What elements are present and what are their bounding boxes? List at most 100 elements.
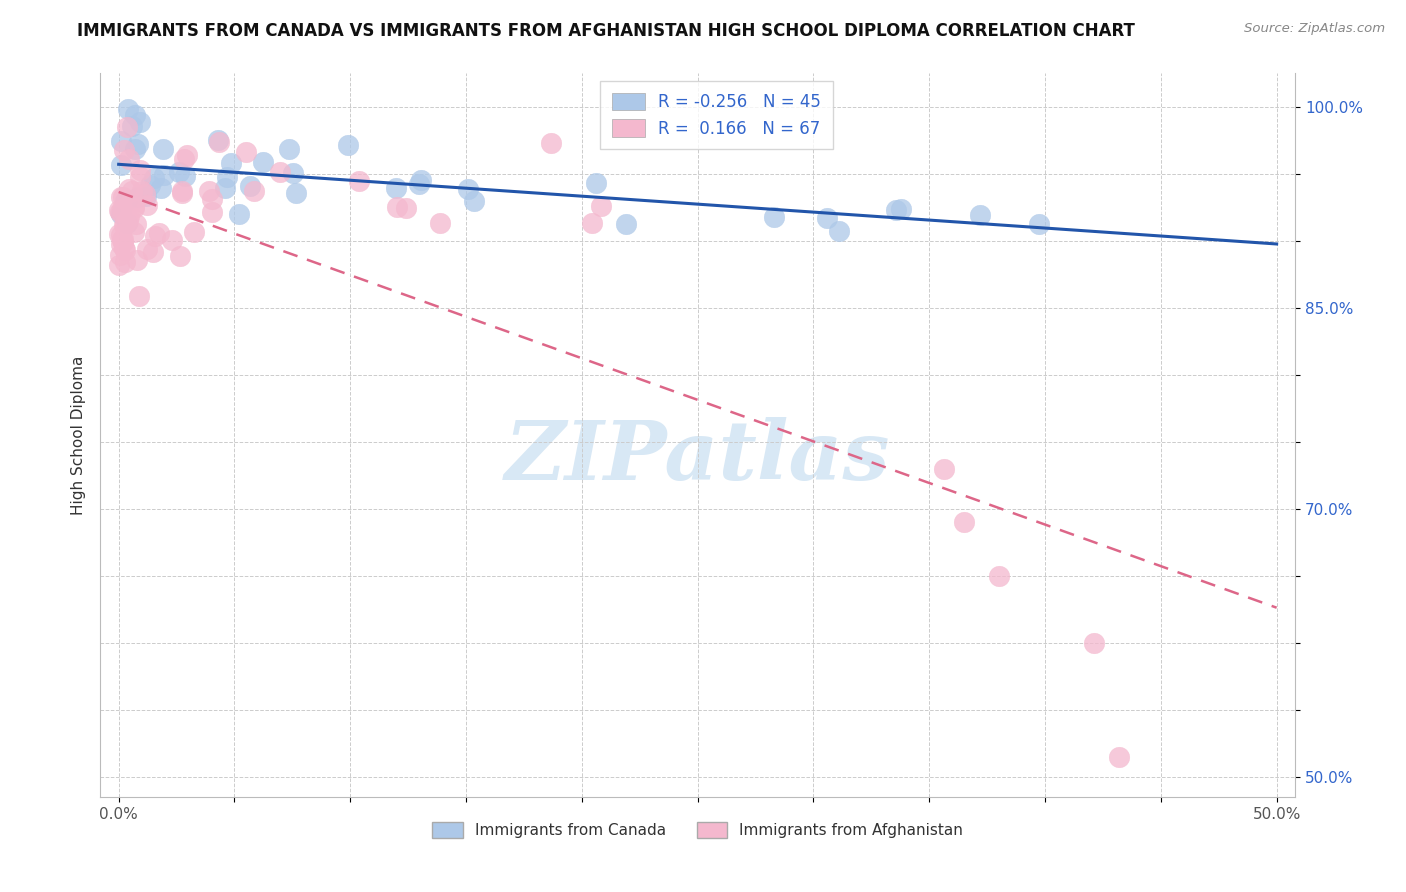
Point bbox=[395, 201, 418, 215]
Point bbox=[143, 171, 166, 186]
Point bbox=[135, 198, 157, 212]
Point bbox=[111, 232, 134, 246]
Point bbox=[127, 189, 149, 203]
Point bbox=[108, 258, 131, 272]
Point bbox=[457, 181, 479, 195]
Point bbox=[540, 136, 562, 150]
Point bbox=[239, 179, 262, 194]
Point bbox=[122, 199, 145, 213]
Point bbox=[110, 248, 132, 262]
Legend: Immigrants from Canada, Immigrants from Afghanistan: Immigrants from Canada, Immigrants from … bbox=[426, 816, 969, 844]
Point bbox=[152, 142, 174, 156]
Point bbox=[112, 144, 135, 158]
Point bbox=[408, 177, 430, 191]
Point bbox=[127, 137, 149, 152]
Point bbox=[1028, 217, 1050, 231]
Point bbox=[167, 165, 190, 179]
Point bbox=[170, 185, 193, 199]
Point bbox=[278, 142, 301, 156]
Point bbox=[118, 182, 141, 196]
Point bbox=[815, 211, 838, 225]
Point bbox=[347, 174, 370, 188]
Point bbox=[117, 210, 139, 224]
Point bbox=[117, 102, 139, 116]
Point bbox=[110, 158, 132, 172]
Point bbox=[135, 188, 157, 202]
Point bbox=[110, 190, 132, 204]
Point bbox=[112, 241, 135, 255]
Point bbox=[201, 192, 224, 206]
Point bbox=[1108, 750, 1130, 764]
Point bbox=[117, 120, 139, 135]
Point bbox=[581, 217, 603, 231]
Point bbox=[139, 178, 162, 192]
Point bbox=[614, 218, 637, 232]
Point bbox=[108, 202, 131, 217]
Point bbox=[114, 216, 136, 230]
Point bbox=[176, 147, 198, 161]
Point bbox=[114, 194, 136, 208]
Point bbox=[111, 190, 134, 204]
Point bbox=[114, 243, 136, 257]
Point bbox=[208, 135, 231, 149]
Point bbox=[153, 168, 176, 182]
Text: ZIPatlas: ZIPatlas bbox=[505, 417, 890, 497]
Point bbox=[143, 228, 166, 243]
Point bbox=[235, 145, 257, 159]
Point bbox=[122, 225, 145, 239]
Point bbox=[173, 152, 195, 166]
Point bbox=[129, 163, 152, 178]
Point bbox=[174, 169, 197, 183]
Point bbox=[201, 205, 224, 219]
Point bbox=[128, 289, 150, 303]
Point bbox=[110, 227, 132, 242]
Point bbox=[243, 184, 266, 198]
Y-axis label: High School Diploma: High School Diploma bbox=[72, 356, 86, 515]
Point bbox=[284, 186, 307, 201]
Point bbox=[170, 186, 193, 200]
Point bbox=[117, 216, 139, 230]
Point bbox=[121, 119, 143, 133]
Point bbox=[127, 253, 149, 268]
Point bbox=[336, 138, 359, 153]
Point bbox=[129, 115, 152, 129]
Point bbox=[183, 225, 205, 239]
Point bbox=[219, 156, 242, 170]
Point bbox=[463, 194, 485, 208]
Point bbox=[585, 176, 607, 190]
Point bbox=[214, 180, 236, 194]
Point bbox=[111, 202, 134, 217]
Point bbox=[969, 208, 991, 222]
Point bbox=[108, 227, 131, 241]
Point bbox=[411, 173, 433, 187]
Point bbox=[162, 233, 184, 247]
Point bbox=[117, 214, 139, 228]
Point bbox=[142, 244, 165, 259]
Point bbox=[149, 181, 172, 195]
Point bbox=[129, 169, 152, 184]
Point bbox=[762, 210, 785, 224]
Point bbox=[591, 199, 613, 213]
Point bbox=[1083, 636, 1105, 650]
Point bbox=[215, 170, 238, 185]
Point bbox=[207, 133, 229, 147]
Point bbox=[281, 166, 304, 180]
Point bbox=[110, 204, 132, 219]
Text: IMMIGRANTS FROM CANADA VS IMMIGRANTS FROM AFGHANISTAN HIGH SCHOOL DIPLOMA CORREL: IMMIGRANTS FROM CANADA VS IMMIGRANTS FRO… bbox=[77, 22, 1135, 40]
Text: Source: ZipAtlas.com: Source: ZipAtlas.com bbox=[1244, 22, 1385, 36]
Point bbox=[122, 202, 145, 216]
Point bbox=[110, 134, 132, 148]
Point bbox=[429, 216, 451, 230]
Point bbox=[124, 107, 146, 121]
Point bbox=[112, 218, 135, 232]
Point bbox=[385, 200, 408, 214]
Point bbox=[125, 218, 148, 232]
Point bbox=[988, 569, 1011, 583]
Point bbox=[228, 206, 250, 220]
Point bbox=[110, 207, 132, 221]
Point bbox=[124, 142, 146, 156]
Point bbox=[110, 236, 132, 251]
Point bbox=[932, 462, 955, 476]
Point bbox=[252, 155, 274, 169]
Point bbox=[114, 255, 136, 269]
